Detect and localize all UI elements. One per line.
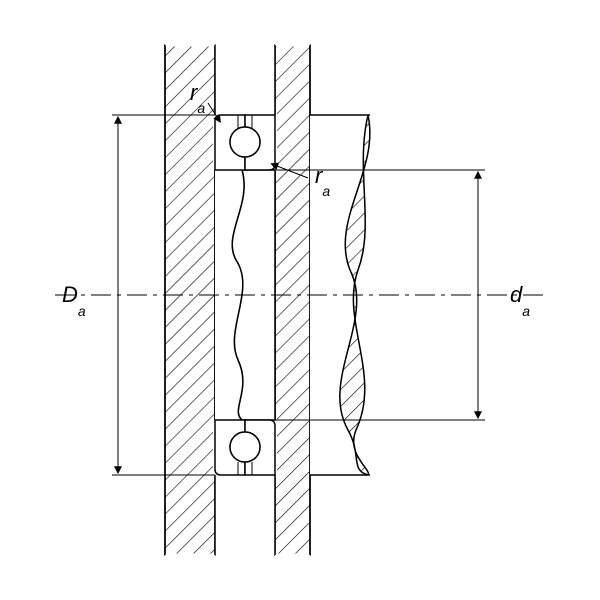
bearing-top bbox=[215, 115, 275, 170]
housing-column-right bbox=[275, 45, 310, 555]
bearing-bottom bbox=[215, 420, 275, 475]
label-da: da bbox=[510, 282, 530, 319]
housing-column-left bbox=[165, 45, 215, 555]
label-Da: Da bbox=[62, 282, 86, 319]
bearing-diagram: Da da ra ra bbox=[0, 0, 600, 600]
